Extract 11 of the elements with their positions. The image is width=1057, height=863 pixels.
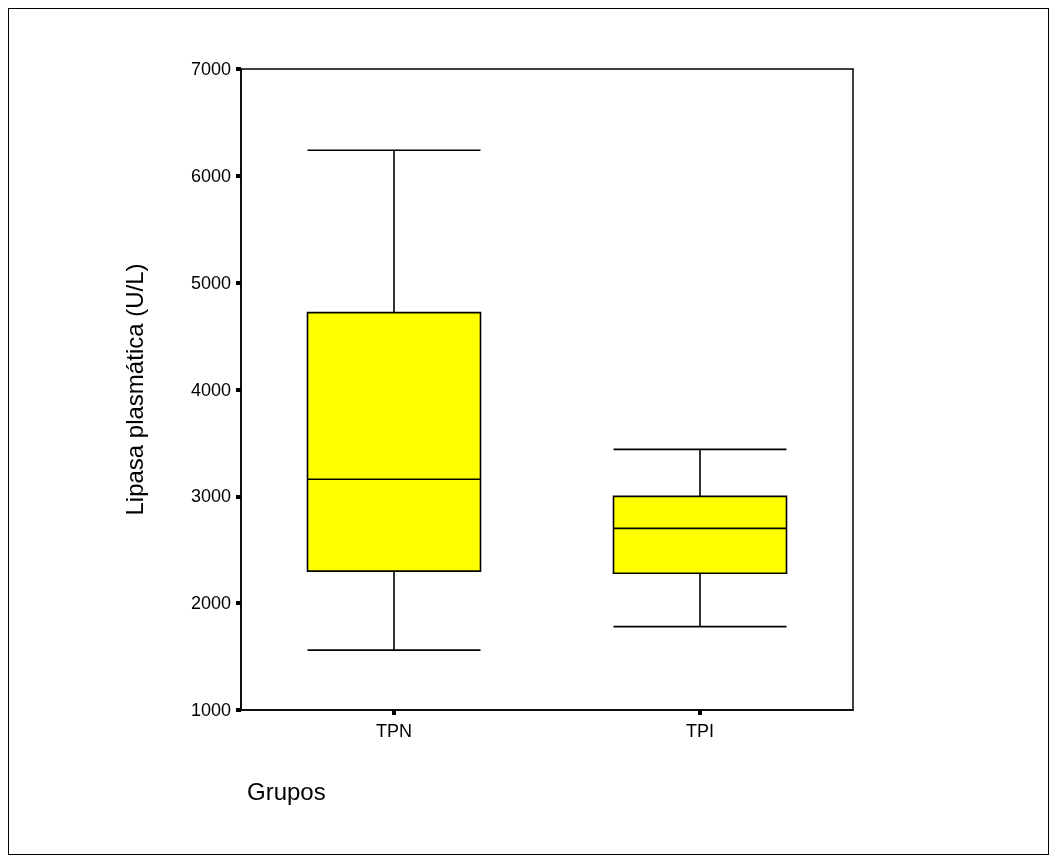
y-tick-label: 4000 [190,379,231,400]
y-tick-label: 6000 [190,165,231,186]
y-axis-title: Lipasa plasmática (U/L) [120,263,148,516]
y-tick-label: 1000 [190,700,231,720]
x-tick-label: TPN [376,721,412,741]
y-tick-label: 3000 [190,486,231,507]
x-axis-title: Grupos [247,777,326,805]
y-tick-label: 7000 [190,59,231,79]
x-tick-label: TPI [685,721,715,741]
y-tick-label: 2000 [190,593,231,614]
y-tick-label: 5000 [190,272,231,293]
